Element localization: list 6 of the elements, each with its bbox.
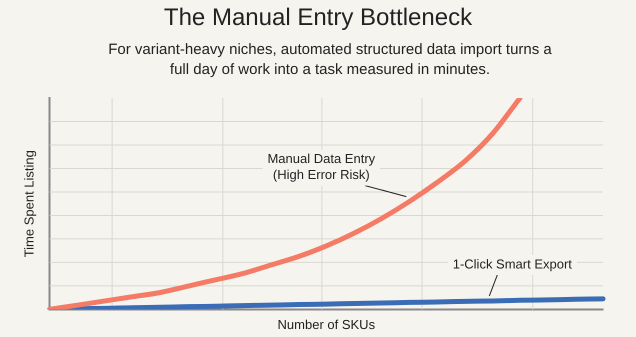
text: 1-Click Smart Export (452, 256, 572, 272)
chart-title: The Manual Entry Bottleneck (162, 4, 474, 32)
x-axis-title: Number of SKUs (278, 316, 376, 332)
chart-subtitle: For variant-heavy niches, automated structured data import turns a full day of work into a task measured in minutes. (107, 40, 553, 80)
y-axis-title: Time Spent Listing (21, 150, 36, 258)
text: Manual Data Entry (High Error Risk) (267, 151, 376, 182)
